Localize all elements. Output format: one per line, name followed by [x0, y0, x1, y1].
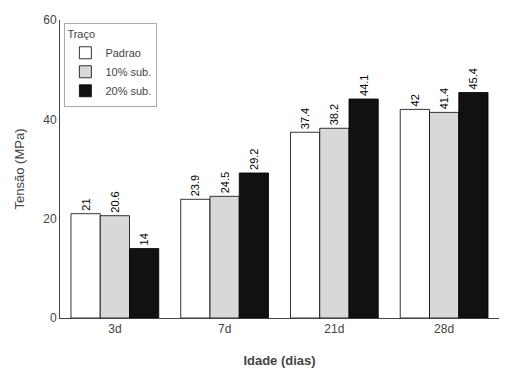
svg-text:Idade (dias): Idade (dias) [243, 353, 315, 368]
svg-text:41.4: 41.4 [438, 88, 450, 109]
svg-text:42: 42 [409, 94, 421, 106]
svg-text:20.6: 20.6 [109, 191, 121, 212]
svg-text:28d: 28d [434, 322, 454, 336]
svg-text:38.2: 38.2 [328, 104, 340, 125]
svg-text:Traço: Traço [67, 28, 95, 40]
svg-text:14: 14 [138, 233, 150, 245]
svg-text:24.5: 24.5 [219, 172, 231, 193]
svg-text:21: 21 [80, 198, 92, 210]
svg-text:21d: 21d [324, 322, 344, 336]
svg-text:29.2: 29.2 [248, 149, 260, 170]
svg-text:Padrao: Padrao [105, 47, 140, 59]
svg-text:20% sub.: 20% sub. [105, 85, 151, 97]
svg-text:45.4: 45.4 [467, 68, 479, 89]
svg-text:0: 0 [50, 311, 57, 325]
svg-text:Tensão (MPa): Tensão (MPa) [12, 129, 27, 210]
svg-text:37.4: 37.4 [299, 108, 311, 129]
svg-text:23.9: 23.9 [189, 175, 201, 196]
svg-text:7d: 7d [218, 322, 231, 336]
svg-text:3d: 3d [108, 322, 121, 336]
svg-text:44.1: 44.1 [358, 75, 370, 96]
svg-text:20: 20 [43, 212, 57, 226]
svg-text:10% sub.: 10% sub. [105, 66, 151, 78]
svg-text:60: 60 [43, 13, 57, 27]
svg-text:40: 40 [43, 113, 57, 127]
